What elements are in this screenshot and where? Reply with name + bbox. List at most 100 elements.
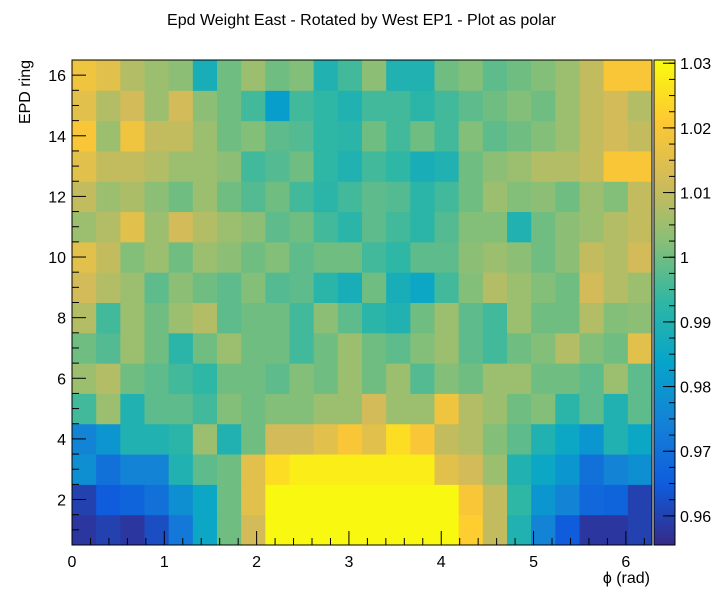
heatmap-cell: [217, 120, 242, 152]
y-tick-label: 12: [48, 189, 66, 206]
heatmap-cell: [241, 272, 266, 303]
heatmap-cell: [217, 60, 242, 91]
heatmap-cell: [289, 302, 315, 334]
heatmap-cell: [96, 241, 121, 273]
heatmap-cell: [265, 484, 290, 516]
heatmap-cell: [265, 272, 290, 303]
heatmap-cell: [168, 150, 194, 182]
heatmap-cell: [410, 120, 435, 152]
heatmap-cell: [507, 272, 532, 303]
heatmap-cell: [241, 363, 266, 394]
heatmap-cell: [555, 302, 580, 334]
heatmap-cell: [241, 211, 266, 243]
heatmap-cell: [410, 90, 435, 122]
heatmap-cell: [362, 393, 387, 425]
heatmap-cell: [337, 90, 363, 122]
heatmap-cell: [555, 454, 580, 485]
heatmap-cell: [144, 302, 170, 334]
x-tick-label: 1: [160, 554, 169, 571]
heatmap-cell: [579, 423, 605, 455]
heatmap-cell: [507, 181, 532, 213]
y-tick-label: 16: [48, 68, 66, 85]
heatmap-cell: [555, 484, 580, 516]
heatmap-cell: [410, 454, 435, 485]
heatmap-cell: [120, 272, 145, 303]
heatmap-cell: [458, 272, 484, 303]
heatmap-cell: [386, 120, 411, 152]
heatmap-cell: [120, 332, 145, 364]
heatmap-cell: [289, 120, 315, 152]
heatmap-cell: [482, 211, 508, 243]
heatmap-cell: [192, 90, 218, 122]
heatmap-cell: [313, 332, 339, 364]
heatmap-cell: [120, 302, 145, 334]
heatmap-cell: [531, 302, 556, 334]
x-tick-label: 2: [252, 554, 261, 571]
heatmap-cell: [241, 302, 266, 334]
heatmap-cell: [410, 272, 435, 303]
heatmap-cell: [531, 363, 556, 394]
heatmap-cell: [386, 150, 411, 182]
heatmap-cell: [265, 393, 290, 425]
heatmap-cell: [362, 332, 387, 364]
heatmap-cell: [289, 484, 315, 516]
heatmap-cell: [579, 120, 605, 152]
heatmap-cell: [482, 363, 508, 394]
heatmap-cell: [627, 302, 653, 334]
heatmap-cell: [410, 363, 435, 394]
heatmap-cell: [241, 241, 266, 273]
heatmap-cell: [603, 90, 629, 122]
heatmap-cell: [603, 241, 629, 273]
heatmap-cell: [144, 332, 170, 364]
heatmap-cell: [482, 181, 508, 213]
heatmap-cells: [72, 60, 653, 546]
heatmap-cell: [362, 302, 387, 334]
heatmap-cell: [241, 150, 266, 182]
heatmap-cell: [507, 90, 532, 122]
heatmap-cell: [144, 120, 170, 152]
heatmap-cell: [458, 393, 484, 425]
heatmap-cell: [192, 150, 218, 182]
heatmap-cell: [144, 363, 170, 394]
y-tick-label: 4: [57, 432, 66, 449]
heatmap-cell: [579, 454, 605, 485]
heatmap-cell: [362, 363, 387, 394]
heatmap-cell: [144, 514, 170, 546]
heatmap-cell: [289, 423, 315, 455]
heatmap-cell: [555, 423, 580, 455]
colorbar-tick-label: 1: [680, 250, 689, 267]
heatmap-cell: [386, 393, 411, 425]
heatmap-cell: [265, 211, 290, 243]
heatmap-cell: [241, 60, 266, 91]
heatmap-cell: [507, 60, 532, 91]
heatmap-cell: [265, 302, 290, 334]
heatmap-cell: [120, 393, 145, 425]
heatmap-cell: [507, 484, 532, 516]
heatmap-cell: [192, 211, 218, 243]
heatmap-cell: [313, 241, 339, 273]
heatmap-cell: [458, 363, 484, 394]
heatmap-cell: [168, 181, 194, 213]
heatmap-cell: [337, 363, 363, 394]
heatmap-cell: [603, 393, 629, 425]
heatmap-cell: [434, 241, 460, 273]
heatmap-cell: [241, 423, 266, 455]
heatmap-cell: [507, 150, 532, 182]
heatmap-cell: [627, 241, 653, 273]
heatmap-cell: [482, 60, 508, 91]
heatmap-cell: [603, 454, 629, 485]
heatmap-cell: [458, 454, 484, 485]
heatmap-cell: [96, 120, 121, 152]
heatmap-cell: [217, 272, 242, 303]
x-tick-label: 6: [621, 554, 630, 571]
heatmap-cell: [482, 454, 508, 485]
heatmap-cell: [458, 150, 484, 182]
heatmap-cell: [337, 120, 363, 152]
heatmap-cell: [434, 484, 460, 516]
heatmap-cell: [507, 120, 532, 152]
heatmap-cell: [96, 423, 121, 455]
heatmap-cell: [434, 90, 460, 122]
chart-title: Epd Weight East - Rotated by West EP1 - …: [167, 12, 557, 29]
heatmap-cell: [410, 60, 435, 91]
heatmap-cell: [627, 181, 653, 213]
